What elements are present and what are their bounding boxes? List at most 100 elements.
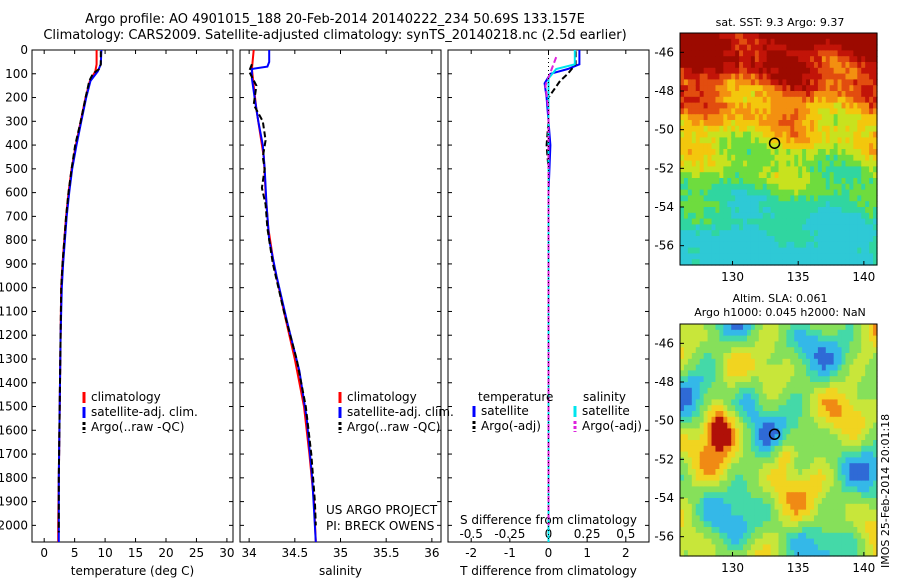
map-cell [817, 247, 823, 254]
y-tick-label: 1000 [0, 281, 28, 295]
map-cell [778, 143, 784, 150]
map-cell [723, 178, 728, 185]
map-cell [739, 527, 744, 534]
map-cell [754, 73, 760, 80]
map-cell [873, 527, 878, 534]
map-cell [829, 422, 835, 429]
map-cell [782, 253, 787, 260]
map-cell [802, 212, 807, 220]
map-cell [746, 358, 752, 366]
map-cell [794, 544, 799, 551]
map-cell [758, 445, 764, 453]
map-cell [813, 532, 819, 540]
map-cell [754, 498, 760, 505]
map-cell [731, 503, 736, 511]
map-cell [865, 416, 870, 424]
map-cell [680, 498, 685, 505]
map-cell [687, 498, 693, 505]
legend-entry: Argo(-adj) [582, 419, 642, 433]
map-cell [711, 195, 717, 202]
map-cell [750, 38, 756, 46]
map-cell [810, 550, 815, 557]
map-cell [857, 509, 862, 516]
map-cell [782, 160, 787, 167]
map-cell [719, 201, 724, 208]
map-cell [739, 550, 744, 557]
map-cell [813, 160, 819, 167]
map-cell [731, 195, 736, 202]
map-cell [786, 387, 791, 395]
map-cell [798, 411, 803, 418]
map-cell [786, 376, 791, 383]
map-cell [719, 538, 724, 545]
map-cell [869, 498, 874, 505]
map-cell [719, 154, 724, 162]
map-cell [695, 347, 701, 354]
map-cell [849, 486, 854, 493]
map-cell [810, 515, 815, 522]
map-cell [810, 393, 815, 400]
map-cell [703, 166, 709, 173]
y-tick-label: 0 [20, 43, 28, 57]
y-tick-label: 1500 [0, 400, 28, 414]
map-cell [719, 527, 724, 534]
map-cell [786, 353, 791, 360]
map-cell [719, 370, 724, 377]
map-cell [699, 353, 705, 360]
map-cell [699, 189, 705, 196]
map-cell [687, 91, 693, 98]
map-cell [680, 201, 685, 208]
map-cell [735, 411, 740, 418]
map-cell [810, 201, 815, 208]
map-cell [758, 492, 764, 499]
map-cell [873, 38, 878, 46]
map-cell [813, 137, 819, 144]
map-cell [699, 469, 705, 476]
map-cell [735, 498, 740, 505]
map-cell [762, 474, 768, 482]
map-cell [699, 411, 705, 418]
map-cell [845, 335, 851, 342]
map-cell [802, 120, 807, 127]
map-cell [707, 341, 713, 348]
map-cell [849, 79, 854, 86]
map-cell [743, 382, 748, 389]
map-cell [857, 96, 862, 104]
map-cell [837, 486, 843, 493]
map-cell [798, 335, 803, 342]
y-tick-label: 2000 [0, 518, 28, 532]
map-cell [691, 440, 697, 447]
map-cell [813, 73, 819, 80]
map-cell [691, 143, 697, 150]
map-cell [802, 143, 807, 150]
map-cell [778, 125, 784, 133]
map-cell [845, 212, 851, 220]
map-cell [873, 329, 878, 337]
map-cell [770, 550, 776, 557]
map-cell [873, 224, 878, 231]
map-cell [735, 550, 740, 557]
map-cell [802, 224, 807, 231]
map-cell [790, 405, 795, 412]
map-cell [817, 544, 823, 551]
map-cell [817, 125, 823, 133]
map-cell [794, 259, 799, 266]
map-cell [699, 38, 705, 46]
map-cell [782, 114, 787, 121]
figure-title-line2: Climatology: CARS2009. Satellite-adjuste… [43, 28, 627, 43]
map-cell [861, 486, 866, 493]
map-cell [821, 411, 827, 418]
map-cell [810, 451, 815, 458]
map-cell [695, 399, 701, 406]
map-cell [873, 178, 878, 185]
map-cell [687, 434, 693, 441]
map-cell [845, 463, 851, 470]
map-cell [849, 393, 854, 400]
map-cell [841, 329, 847, 337]
map-cell [869, 416, 874, 424]
map-cell [794, 108, 799, 115]
map-cell [683, 50, 689, 57]
map-cell [707, 218, 713, 225]
map-cell [829, 137, 835, 144]
map-cell [750, 324, 756, 331]
